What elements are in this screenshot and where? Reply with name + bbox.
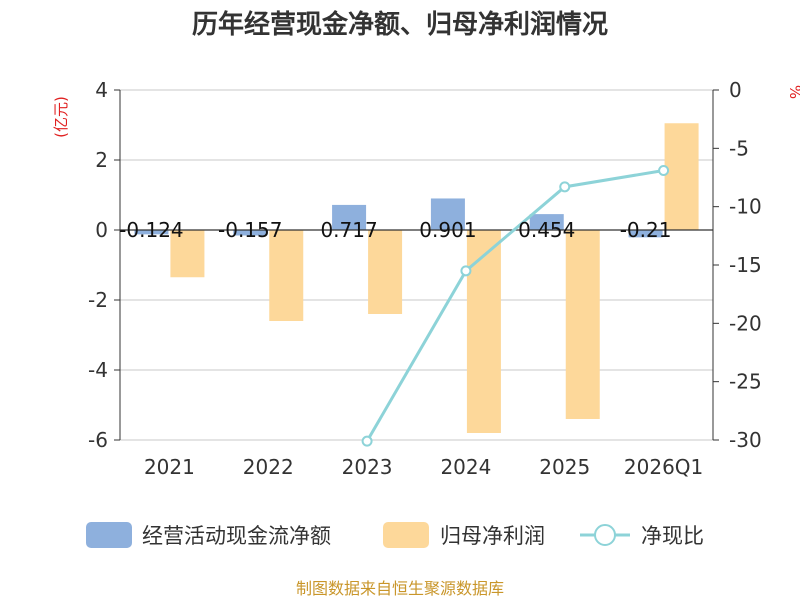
right-tick-label: -20 xyxy=(729,311,762,335)
right-tick-label: -15 xyxy=(729,253,762,277)
cash-flow-label: -0.21 xyxy=(620,218,672,242)
left-axis-unit: (亿元) xyxy=(52,96,70,138)
ratio-point xyxy=(460,265,472,277)
right-tick-label: -10 xyxy=(729,195,762,219)
cash-flow-label: -0.157 xyxy=(218,218,282,242)
net-profit-bar xyxy=(466,230,501,433)
x-tick-label: 2023 xyxy=(342,455,393,479)
cash-flow-bar xyxy=(529,214,564,230)
legend-label-cash-flow: 经营活动现金流净额 xyxy=(142,524,331,548)
cash-flow-label: 0.717 xyxy=(320,218,377,242)
net-profit-bar xyxy=(368,230,403,314)
chart-title: 历年经营现金净额、归母净利润情况 xyxy=(192,9,608,40)
legend-swatch-net-profit xyxy=(383,522,429,548)
cash-flow-bar xyxy=(332,204,367,230)
ratio-point xyxy=(559,181,571,193)
ratio-point xyxy=(658,165,670,176)
right-tick-label: -30 xyxy=(729,428,762,452)
data-labels: -0.124 -0.157 0.717 0.901 0.454 -0.21 xyxy=(119,218,671,242)
x-tick-label: 2021 xyxy=(144,455,195,479)
axes: 4 2 0 -2 -4 -6 0 -5 -10 -15 -20 -25 -30 2021 2022 2023 2… xyxy=(88,78,762,479)
bars xyxy=(134,123,699,433)
ratio-line-path xyxy=(365,169,664,442)
right-tick-label: 0 xyxy=(729,78,742,102)
right-axis-unit: % xyxy=(786,85,800,99)
left-tick-label: 0 xyxy=(95,218,108,242)
cash-flow-bar xyxy=(628,230,663,238)
cash-flow-label: -0.124 xyxy=(119,218,183,242)
cash-flow-label: 0.901 xyxy=(419,218,476,242)
net-profit-bar xyxy=(664,123,699,230)
cash-flow-bar xyxy=(430,198,465,230)
x-tick-label: 2022 xyxy=(243,455,294,479)
net-profit-bar xyxy=(170,230,205,278)
left-tick-label: -6 xyxy=(88,428,108,452)
cash-flow-bar xyxy=(233,230,268,236)
legend-swatch-cash-flow xyxy=(86,522,132,548)
source-note: 制图数据来自恒生聚源数据库 xyxy=(296,579,504,598)
ratio-line xyxy=(361,165,670,447)
legend-label-ratio: 净现比 xyxy=(641,524,704,548)
net-profit-bar xyxy=(269,230,304,321)
ratio-point xyxy=(361,435,373,447)
right-tick-label: -25 xyxy=(729,370,762,394)
left-tick-label: 2 xyxy=(95,148,108,172)
right-tick-label: -5 xyxy=(729,136,749,160)
cash-flow-label: 0.454 xyxy=(518,218,575,242)
x-tick-label: 2026Q1 xyxy=(624,455,703,479)
net-profit-bar xyxy=(565,230,600,419)
x-tick-label: 2025 xyxy=(539,455,590,479)
legend-label-net-profit: 归母净利润 xyxy=(440,524,545,548)
gridlines xyxy=(120,89,713,441)
left-tick-label: 4 xyxy=(95,78,108,102)
left-tick-label: -2 xyxy=(88,288,108,312)
legend-marker-ratio xyxy=(594,524,616,546)
legend: 经营活动现金流净额 归母净利润 净现比 xyxy=(86,522,704,548)
cash-flow-bar xyxy=(134,230,169,235)
left-tick-label: -4 xyxy=(88,358,108,382)
x-tick-label: 2024 xyxy=(440,455,491,479)
